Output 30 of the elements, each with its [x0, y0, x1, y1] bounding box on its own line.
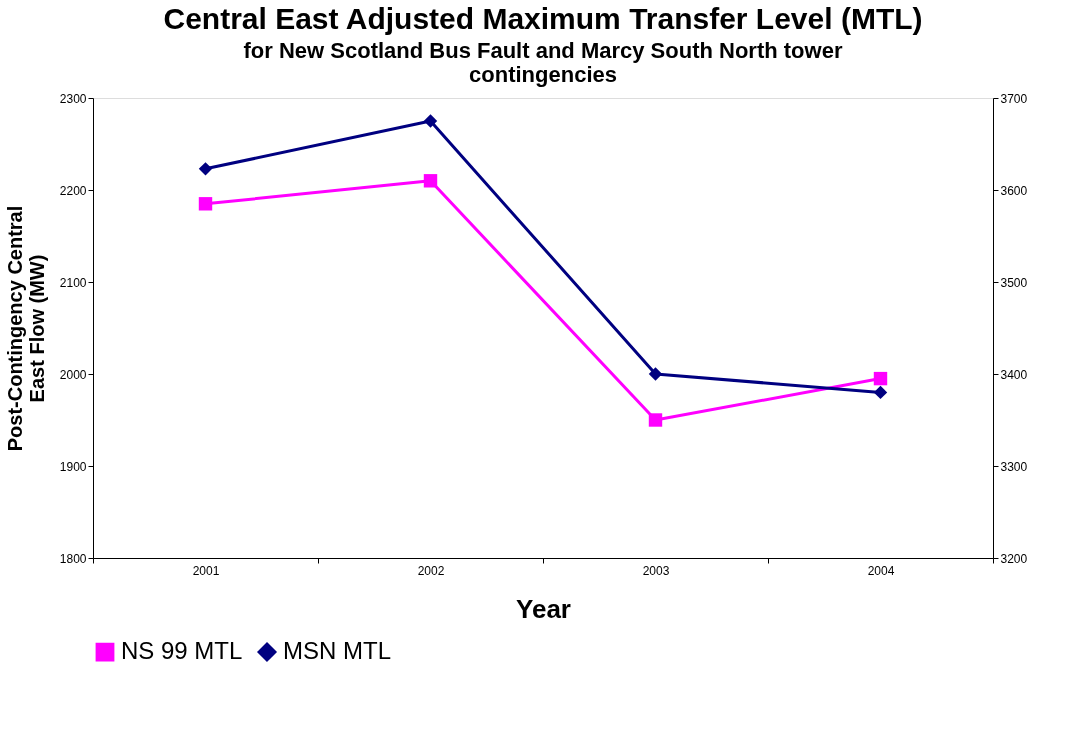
legend-label: NS 99 MTL [121, 637, 243, 665]
y-tick-label: 2100 [59, 275, 87, 290]
y2-tick-label: 3300 [1000, 459, 1028, 474]
y-tick-label: 2000 [59, 367, 87, 382]
y-tick-label: 1800 [59, 551, 87, 566]
x-tick-label: 2001 [192, 563, 220, 578]
y2-tick-label: 3600 [1000, 183, 1028, 198]
x-tick-label: 2004 [867, 563, 895, 578]
point [423, 114, 438, 128]
point [873, 385, 888, 400]
y2-tick-label: 3700 [1000, 91, 1028, 106]
point [648, 367, 663, 381]
legend-label: MSN MTL [283, 637, 391, 665]
chart-subtitle: for New Scotland Bus Fault and Marcy South North tower contingencies [243, 38, 843, 87]
x-tick-label: 2002 [417, 563, 445, 578]
point [198, 162, 213, 176]
point [198, 197, 213, 211]
y-axis-title: Post-Contingency Central East Flow (MW) [3, 205, 48, 452]
y2-tick-label: 3500 [1000, 275, 1028, 290]
y-tick-label: 1900 [59, 459, 87, 474]
y-tick-label: 2300 [59, 91, 87, 106]
chart-title: Central East Adjusted Maximum Transfer Level (MTL) [163, 2, 923, 35]
point [648, 413, 663, 427]
x-tick-label: 2003 [642, 563, 670, 578]
point [873, 371, 888, 386]
point [423, 174, 438, 188]
y2-tick-label: 3200 [1000, 551, 1028, 566]
y-tick-label: 2200 [59, 183, 87, 198]
y2-tick-label: 3400 [1000, 367, 1028, 382]
x-axis-title: Year [516, 593, 571, 624]
